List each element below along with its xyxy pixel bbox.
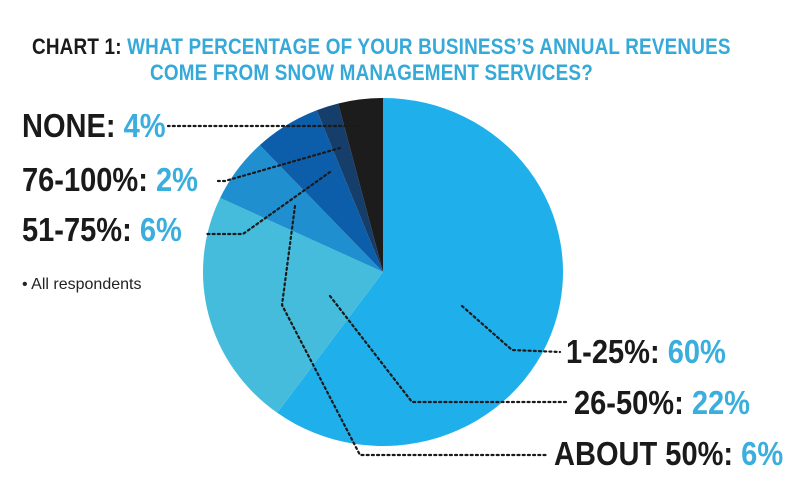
slice-label-value: 2% bbox=[155, 161, 198, 198]
pie-slice-51-75 bbox=[259, 110, 383, 272]
leader-line-76-100 bbox=[216, 146, 342, 183]
leader-line-26-50 bbox=[328, 294, 570, 404]
pie-slice-1-25 bbox=[277, 98, 563, 446]
slice-label-26-50: 26-50%: 22% bbox=[574, 385, 750, 421]
pie-slice-76-100 bbox=[316, 103, 383, 272]
chart-title-line-2: COME FROM SNOW MANAGEMENT SERVICES? bbox=[150, 60, 593, 85]
slice-label-name: 51-75%: bbox=[22, 211, 140, 248]
slice-label-name: 1-25%: bbox=[566, 333, 668, 370]
slice-label-name: NONE: bbox=[22, 107, 124, 144]
chart-question-part-1: WHAT PERCENTAGE OF YOUR BUSINESS’S ANNUA… bbox=[127, 34, 731, 59]
slice-label-value: 4% bbox=[123, 107, 166, 144]
respondents-note: • All respondents bbox=[22, 276, 142, 293]
slice-label-1-25: 1-25%: 60% bbox=[566, 334, 726, 370]
slice-label-about-50: ABOUT 50%: 6% bbox=[554, 436, 783, 472]
slice-label-value: 60% bbox=[667, 333, 726, 370]
slice-label-none: NONE: 4% bbox=[22, 108, 166, 144]
slice-label-name: 76-100%: bbox=[22, 161, 156, 198]
leader-line-51-75 bbox=[203, 170, 332, 236]
pie-slice-about-50 bbox=[220, 145, 383, 272]
slice-label-51-75: 51-75%: 6% bbox=[22, 212, 182, 248]
leader-line-1-25 bbox=[460, 304, 562, 354]
chart-title-line-1: CHART 1: WHAT PERCENTAGE OF YOUR BUSINES… bbox=[32, 34, 731, 60]
slice-label-name: 26-50%: bbox=[574, 384, 692, 421]
slice-label-value: 22% bbox=[691, 384, 750, 421]
slice-label-76-100: 76-100%: 2% bbox=[22, 162, 198, 198]
slice-label-value: 6% bbox=[139, 211, 182, 248]
chart-number: CHART 1: bbox=[32, 34, 122, 59]
slice-label-name: ABOUT 50%: bbox=[554, 435, 742, 472]
leader-line-about-50 bbox=[280, 204, 550, 457]
pie-slice-none bbox=[338, 98, 383, 272]
slice-label-value: 6% bbox=[741, 435, 784, 472]
pie-slice-26-50 bbox=[202, 197, 383, 413]
